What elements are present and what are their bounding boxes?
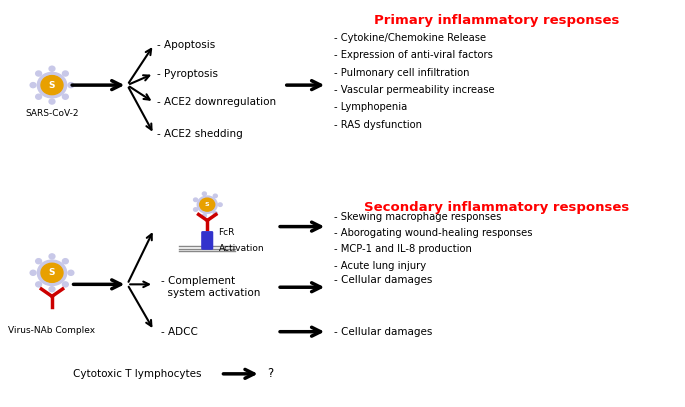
Circle shape bbox=[213, 194, 217, 198]
Text: - Cytokine/Chemokine Release: - Cytokine/Chemokine Release bbox=[334, 33, 486, 43]
Text: - Aborogating wound-healing responses: - Aborogating wound-healing responses bbox=[334, 228, 532, 239]
Circle shape bbox=[36, 282, 42, 287]
Circle shape bbox=[49, 66, 55, 71]
Circle shape bbox=[62, 259, 68, 264]
Circle shape bbox=[30, 83, 36, 88]
Text: FcR: FcR bbox=[219, 228, 235, 237]
Text: - Acute lung injury: - Acute lung injury bbox=[334, 260, 426, 271]
Circle shape bbox=[200, 198, 214, 211]
Text: - ACE2 shedding: - ACE2 shedding bbox=[158, 129, 243, 139]
Circle shape bbox=[41, 263, 63, 282]
Circle shape bbox=[62, 94, 68, 99]
Circle shape bbox=[38, 72, 66, 98]
Circle shape bbox=[49, 254, 55, 259]
Text: - Pulmonary cell infiltration: - Pulmonary cell infiltration bbox=[334, 68, 469, 78]
Text: Cytotoxic T lymphocytes: Cytotoxic T lymphocytes bbox=[73, 369, 201, 379]
Text: - Lymphopenia: - Lymphopenia bbox=[334, 103, 407, 112]
Text: Virus-NAb Complex: Virus-NAb Complex bbox=[8, 326, 95, 335]
Text: - Cellular damages: - Cellular damages bbox=[334, 275, 432, 285]
Circle shape bbox=[49, 287, 55, 292]
Text: - Expression of anti-viral factors: - Expression of anti-viral factors bbox=[334, 50, 493, 61]
Circle shape bbox=[202, 192, 206, 195]
Text: - ADCC: - ADCC bbox=[160, 327, 197, 337]
Text: - Apoptosis: - Apoptosis bbox=[158, 40, 216, 50]
Circle shape bbox=[68, 83, 74, 88]
Circle shape bbox=[30, 270, 36, 276]
Text: - Cellular damages: - Cellular damages bbox=[334, 327, 432, 337]
Text: Activation: Activation bbox=[219, 244, 264, 253]
Circle shape bbox=[36, 94, 42, 99]
Circle shape bbox=[194, 208, 197, 211]
Circle shape bbox=[62, 71, 68, 76]
Circle shape bbox=[68, 270, 74, 276]
Text: Secondary inflammatory responses: Secondary inflammatory responses bbox=[364, 201, 630, 214]
Text: - RAS dysfunction: - RAS dysfunction bbox=[334, 120, 422, 130]
Circle shape bbox=[36, 71, 42, 76]
Circle shape bbox=[202, 214, 206, 217]
Circle shape bbox=[213, 212, 217, 215]
Text: - MCP-1 and IL-8 production: - MCP-1 and IL-8 production bbox=[334, 245, 472, 254]
Circle shape bbox=[49, 99, 55, 104]
Text: Primary inflammatory responses: Primary inflammatory responses bbox=[375, 14, 620, 27]
FancyBboxPatch shape bbox=[202, 232, 212, 249]
Text: - ACE2 downregulation: - ACE2 downregulation bbox=[158, 97, 276, 107]
Circle shape bbox=[38, 260, 66, 285]
Circle shape bbox=[62, 282, 68, 287]
Text: - Vascular permeability increase: - Vascular permeability increase bbox=[334, 85, 495, 95]
Circle shape bbox=[218, 203, 222, 206]
Text: S: S bbox=[205, 202, 210, 207]
Circle shape bbox=[197, 196, 217, 213]
Circle shape bbox=[194, 198, 197, 201]
Text: - Complement
  system activation: - Complement system activation bbox=[160, 276, 260, 298]
Text: S: S bbox=[49, 81, 55, 90]
Text: SARS-CoV-2: SARS-CoV-2 bbox=[25, 109, 79, 118]
Text: ?: ? bbox=[267, 368, 273, 381]
Text: - Pyroptosis: - Pyroptosis bbox=[158, 68, 219, 79]
Text: S: S bbox=[49, 268, 55, 277]
Circle shape bbox=[41, 76, 63, 95]
Text: - Skewing macrophage responses: - Skewing macrophage responses bbox=[334, 212, 501, 222]
Circle shape bbox=[36, 259, 42, 264]
